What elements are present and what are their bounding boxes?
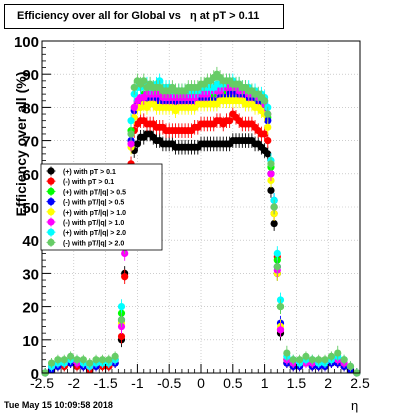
data-point xyxy=(54,356,62,364)
legend: (+) with pT > 0.1 (-) with pT > 0.1 (+) wi… xyxy=(40,163,163,251)
data-point xyxy=(283,349,291,357)
x-tick-label: -1 xyxy=(131,375,144,391)
data-point xyxy=(264,123,272,131)
legend-marker xyxy=(47,187,55,195)
y-tick-label: 0 xyxy=(31,366,39,383)
x-axis-label: η xyxy=(351,398,359,413)
data-point xyxy=(276,303,285,311)
data-point xyxy=(276,326,285,334)
series-7 xyxy=(41,66,361,377)
data-point xyxy=(105,356,113,364)
data-point xyxy=(117,316,126,324)
timestamp: Tue May 15 10:09:58 2018 xyxy=(4,400,113,410)
data-point xyxy=(273,249,281,258)
y-tick-label: 10 xyxy=(22,333,39,350)
legend-label: (+) with pT > 0.1 xyxy=(63,169,116,176)
data-point xyxy=(111,352,119,360)
data-point xyxy=(340,356,348,364)
data-point xyxy=(264,110,272,118)
data-point xyxy=(295,356,304,364)
data-point xyxy=(130,83,138,92)
data-point xyxy=(302,352,310,360)
legend-label: (-) with pT > 0.1 xyxy=(63,179,114,186)
x-tick-label: -2.5 xyxy=(30,375,54,391)
x-tick-label: 2 xyxy=(324,375,332,391)
legend-label: (+) with pT/|q| > 0.5 xyxy=(63,189,126,196)
legend-label: (-) with pT/|q| > 0.5 xyxy=(63,200,124,207)
y-tick-label: 70 xyxy=(22,134,39,151)
data-point xyxy=(121,273,129,281)
data-point xyxy=(226,117,234,125)
data-point xyxy=(92,356,100,364)
data-point xyxy=(267,186,275,194)
data-point xyxy=(267,170,275,178)
x-tick-label: 1 xyxy=(261,375,269,391)
x-tick-label: -0.5 xyxy=(157,375,181,391)
y-axis-label: Efficiency over all (%) xyxy=(13,71,29,217)
legend-marker xyxy=(47,218,55,226)
legend-marker xyxy=(47,177,55,185)
x-tick-label: -2 xyxy=(68,375,81,391)
x-tick-label: -1.5 xyxy=(94,375,118,391)
title-box: Efficiency over all for Global vs η at p… xyxy=(4,4,284,29)
y-tick-label: 100 xyxy=(14,34,39,51)
legend-marker xyxy=(47,167,55,175)
data-point xyxy=(315,356,323,364)
x-tick-label: 0.5 xyxy=(223,375,243,391)
legend-label: (+) with pT/|q| > 1.0 xyxy=(63,210,126,217)
data-point xyxy=(98,356,107,364)
data-point xyxy=(327,352,335,360)
legend-marker xyxy=(47,238,55,246)
axis-ticks: -2.5 -2 -1.5 -1 -0.5 0 0.5 1 1.5 2 2.5 0 10 20 30 40 50 6… xyxy=(14,34,370,391)
data-point xyxy=(270,203,278,211)
legend-marker xyxy=(47,228,55,236)
data-point xyxy=(67,352,75,360)
data-point xyxy=(79,356,87,364)
y-tick-label: 30 xyxy=(22,266,39,283)
legend-marker xyxy=(47,198,55,206)
data-point xyxy=(130,103,138,111)
data-point xyxy=(117,303,126,311)
data-point xyxy=(127,117,135,125)
data-point xyxy=(346,362,355,370)
data-point xyxy=(289,356,297,364)
legend-label: (-) with pT/|q| > 2.0 xyxy=(63,240,124,247)
legend-marker xyxy=(47,208,55,216)
y-tick-label: 40 xyxy=(22,233,39,250)
data-point xyxy=(273,263,281,271)
y-tick-label: 80 xyxy=(22,100,39,117)
y-tick-label: 50 xyxy=(22,200,39,217)
data-point xyxy=(270,220,278,228)
x-tick-label: 0 xyxy=(197,375,205,391)
data-point xyxy=(60,356,68,364)
data-point xyxy=(86,359,94,367)
y-tick-label: 60 xyxy=(22,167,39,184)
data-point xyxy=(264,137,272,145)
data-point xyxy=(334,349,342,357)
y-tick-label: 20 xyxy=(22,300,39,317)
data-point xyxy=(261,130,269,138)
chart-title: Efficiency over all for Global vs η at p… xyxy=(17,10,260,22)
data-point xyxy=(47,359,56,367)
data-point xyxy=(264,150,272,158)
legend-label: (-) with pT/|q| > 1.0 xyxy=(63,220,124,227)
data-markers xyxy=(41,66,361,377)
data-point xyxy=(267,160,275,168)
data-point xyxy=(261,97,269,105)
x-tick-label: 2.5 xyxy=(350,375,370,391)
legend-label: (+) with pT/|q| > 2.0 xyxy=(63,230,126,237)
data-point xyxy=(73,356,81,364)
data-point xyxy=(127,130,135,138)
data-point xyxy=(133,140,141,148)
data-point xyxy=(127,140,135,148)
data-point xyxy=(140,77,148,85)
y-tick-label: 90 xyxy=(22,67,39,84)
data-point xyxy=(308,356,316,364)
legend-box xyxy=(40,163,163,251)
x-tick-label: 1.5 xyxy=(287,375,307,391)
data-point xyxy=(117,332,126,341)
data-point xyxy=(321,356,329,364)
